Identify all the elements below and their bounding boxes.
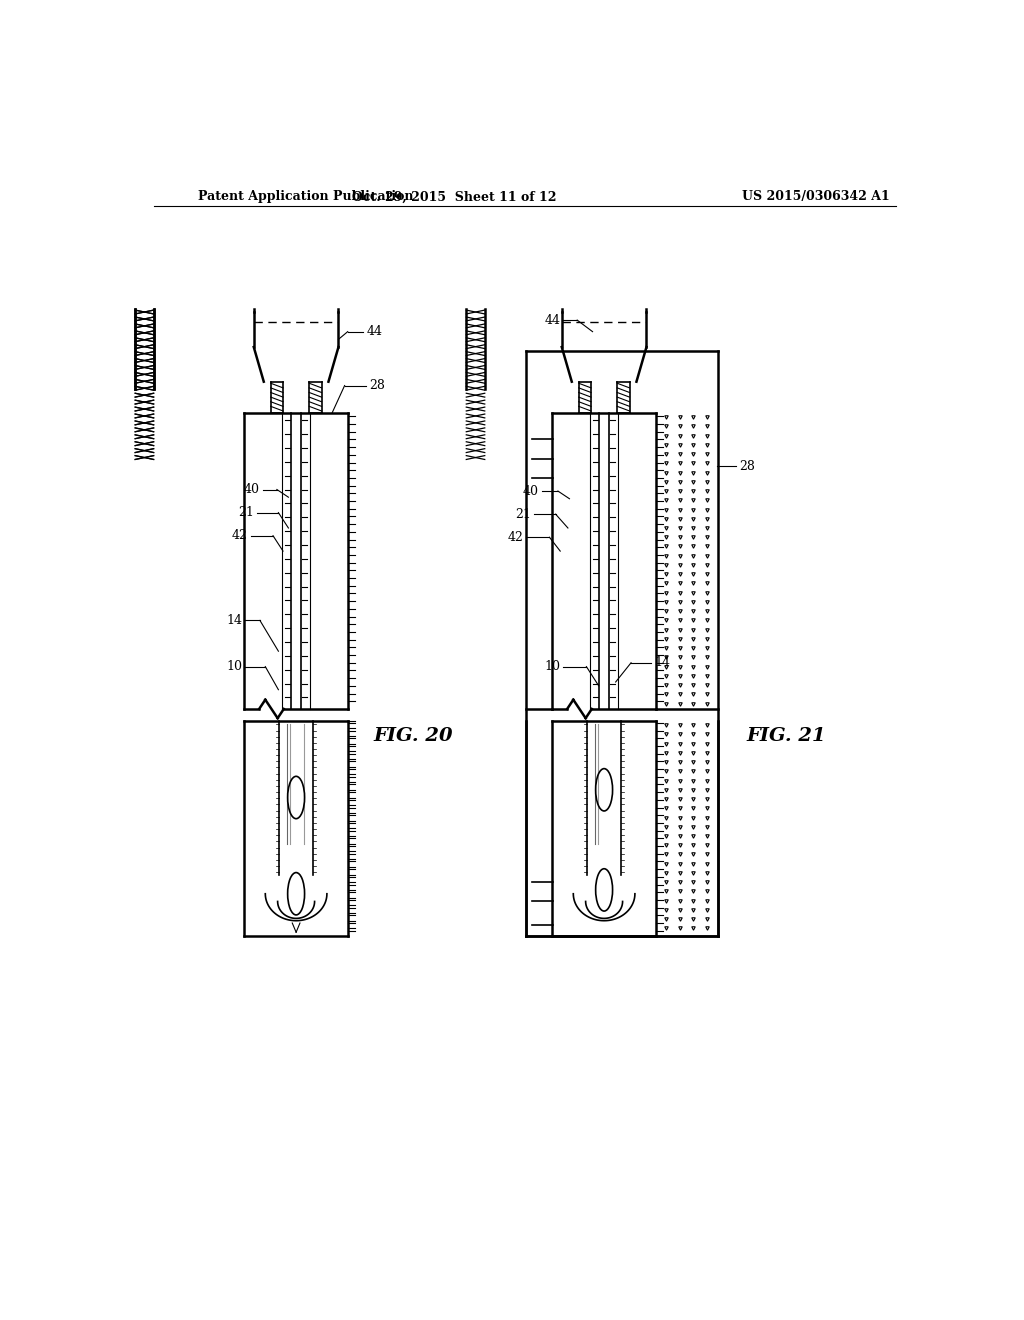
- Text: FIG. 20: FIG. 20: [373, 727, 453, 744]
- Text: 42: 42: [507, 531, 523, 544]
- Text: 14: 14: [654, 656, 670, 669]
- Text: Oct. 29, 2015  Sheet 11 of 12: Oct. 29, 2015 Sheet 11 of 12: [351, 190, 556, 203]
- Text: Patent Application Publication: Patent Application Publication: [199, 190, 414, 203]
- Text: US 2015/0306342 A1: US 2015/0306342 A1: [742, 190, 890, 203]
- Text: 14: 14: [226, 614, 243, 627]
- Text: 28: 28: [739, 459, 755, 473]
- Text: 40: 40: [522, 484, 539, 498]
- Text: 40: 40: [244, 483, 260, 496]
- Text: 44: 44: [544, 314, 560, 326]
- Text: FIG. 21: FIG. 21: [746, 727, 826, 744]
- Text: 10: 10: [544, 660, 560, 673]
- Text: 21: 21: [238, 506, 254, 519]
- Text: 44: 44: [367, 325, 382, 338]
- Text: 10: 10: [226, 660, 243, 673]
- Text: 28: 28: [370, 379, 385, 392]
- Text: 42: 42: [231, 529, 248, 543]
- Text: 21: 21: [515, 508, 531, 520]
